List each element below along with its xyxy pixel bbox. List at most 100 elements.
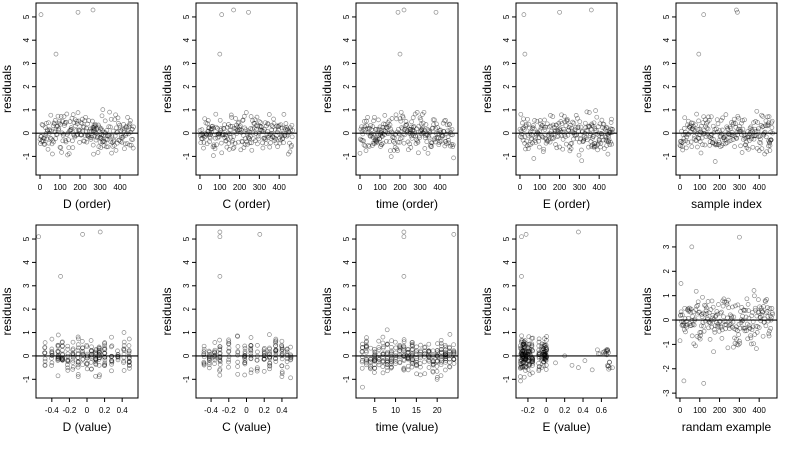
residual-point [697, 330, 703, 335]
residual-point [397, 359, 403, 365]
residual-point [405, 356, 411, 362]
residual-point [49, 356, 54, 361]
residual-point [430, 125, 436, 131]
residual-point [376, 345, 382, 350]
residual-point [120, 133, 126, 139]
residual-point [116, 137, 122, 143]
residual-point [522, 356, 528, 362]
residual-point [215, 126, 220, 131]
residual-point [580, 138, 586, 144]
residual-point [97, 129, 102, 134]
residual-point [267, 360, 273, 366]
residual-point [274, 123, 280, 129]
residual-point [401, 348, 407, 353]
residual-point [122, 126, 128, 132]
residual-point [434, 353, 440, 358]
residual-point [127, 365, 132, 371]
residual-point [442, 138, 448, 144]
residual-point [586, 110, 592, 115]
residual-point [37, 137, 43, 142]
residual-point [115, 129, 120, 135]
residual-point [543, 348, 548, 354]
residual-point [440, 133, 446, 139]
residual-point [541, 146, 547, 152]
residual-point [42, 133, 48, 139]
residual-point [562, 353, 568, 359]
residual-point [248, 114, 254, 119]
residual-point [376, 117, 381, 123]
residual-point [218, 126, 224, 132]
residual-point [55, 355, 61, 361]
x-tick-label: 300 [413, 183, 427, 192]
residual-point [583, 125, 589, 130]
residual-point [288, 127, 294, 133]
residual-point [767, 143, 773, 148]
plot-frame [35, 2, 139, 176]
residual-point [689, 333, 695, 339]
residual-point [288, 354, 294, 360]
y-tick-label: 4 [662, 37, 671, 42]
residual-point [279, 352, 285, 358]
residual-point [207, 134, 213, 140]
residual-point [714, 126, 719, 132]
residual-point [384, 364, 390, 370]
residual-point [434, 377, 440, 382]
residual-point [357, 150, 363, 156]
residual-point [548, 123, 554, 129]
residual-point [680, 147, 686, 153]
residual-point [43, 131, 49, 137]
y-tick-label: 0 [22, 353, 31, 358]
residual-point [391, 148, 397, 153]
residual-point [49, 141, 55, 147]
residual-point [739, 318, 745, 324]
residual-point [413, 351, 419, 357]
residual-point [406, 147, 411, 153]
residual-point [59, 340, 65, 345]
residual-point [752, 126, 758, 132]
residual-point [432, 136, 438, 141]
residual-point [220, 132, 225, 138]
residual-point [380, 351, 386, 357]
residual-point [76, 127, 82, 133]
residual-point [72, 117, 78, 123]
x-tick-label: 10 [391, 406, 400, 415]
residual-point [70, 347, 76, 353]
residual-point [397, 345, 403, 351]
residual-point [121, 330, 127, 335]
residual-point [543, 140, 549, 146]
residual-point [706, 325, 711, 331]
residual-point [523, 356, 529, 361]
residual-point [714, 323, 720, 329]
residual-point [130, 126, 135, 132]
residual-point [231, 134, 236, 139]
residual-point [597, 121, 603, 127]
residual-point [59, 357, 65, 363]
residual-point [109, 359, 115, 365]
residual-point [212, 361, 217, 366]
residual-point [592, 144, 597, 150]
residual-point [93, 361, 98, 366]
residual-point [108, 116, 114, 122]
residual-point [275, 124, 281, 129]
residual-point [242, 346, 248, 351]
residual-point [279, 133, 284, 139]
residual-point [368, 122, 374, 128]
residual-point [523, 123, 529, 129]
residual-point [368, 366, 373, 372]
residual-point [544, 136, 549, 142]
residual-point [737, 341, 743, 346]
residual-point [696, 310, 701, 315]
residual-point [57, 144, 63, 150]
residual-point [698, 330, 704, 335]
residual-point [58, 145, 64, 150]
residual-point [96, 344, 102, 350]
residual-point [451, 357, 457, 362]
residual-point [418, 342, 423, 348]
residual-point [528, 346, 534, 352]
residual-point [121, 122, 126, 127]
residual-point [126, 124, 132, 130]
residual-point [718, 133, 724, 139]
y-tick-label: 5 [182, 236, 191, 241]
residual-point [525, 353, 531, 359]
residual-point [267, 366, 272, 372]
